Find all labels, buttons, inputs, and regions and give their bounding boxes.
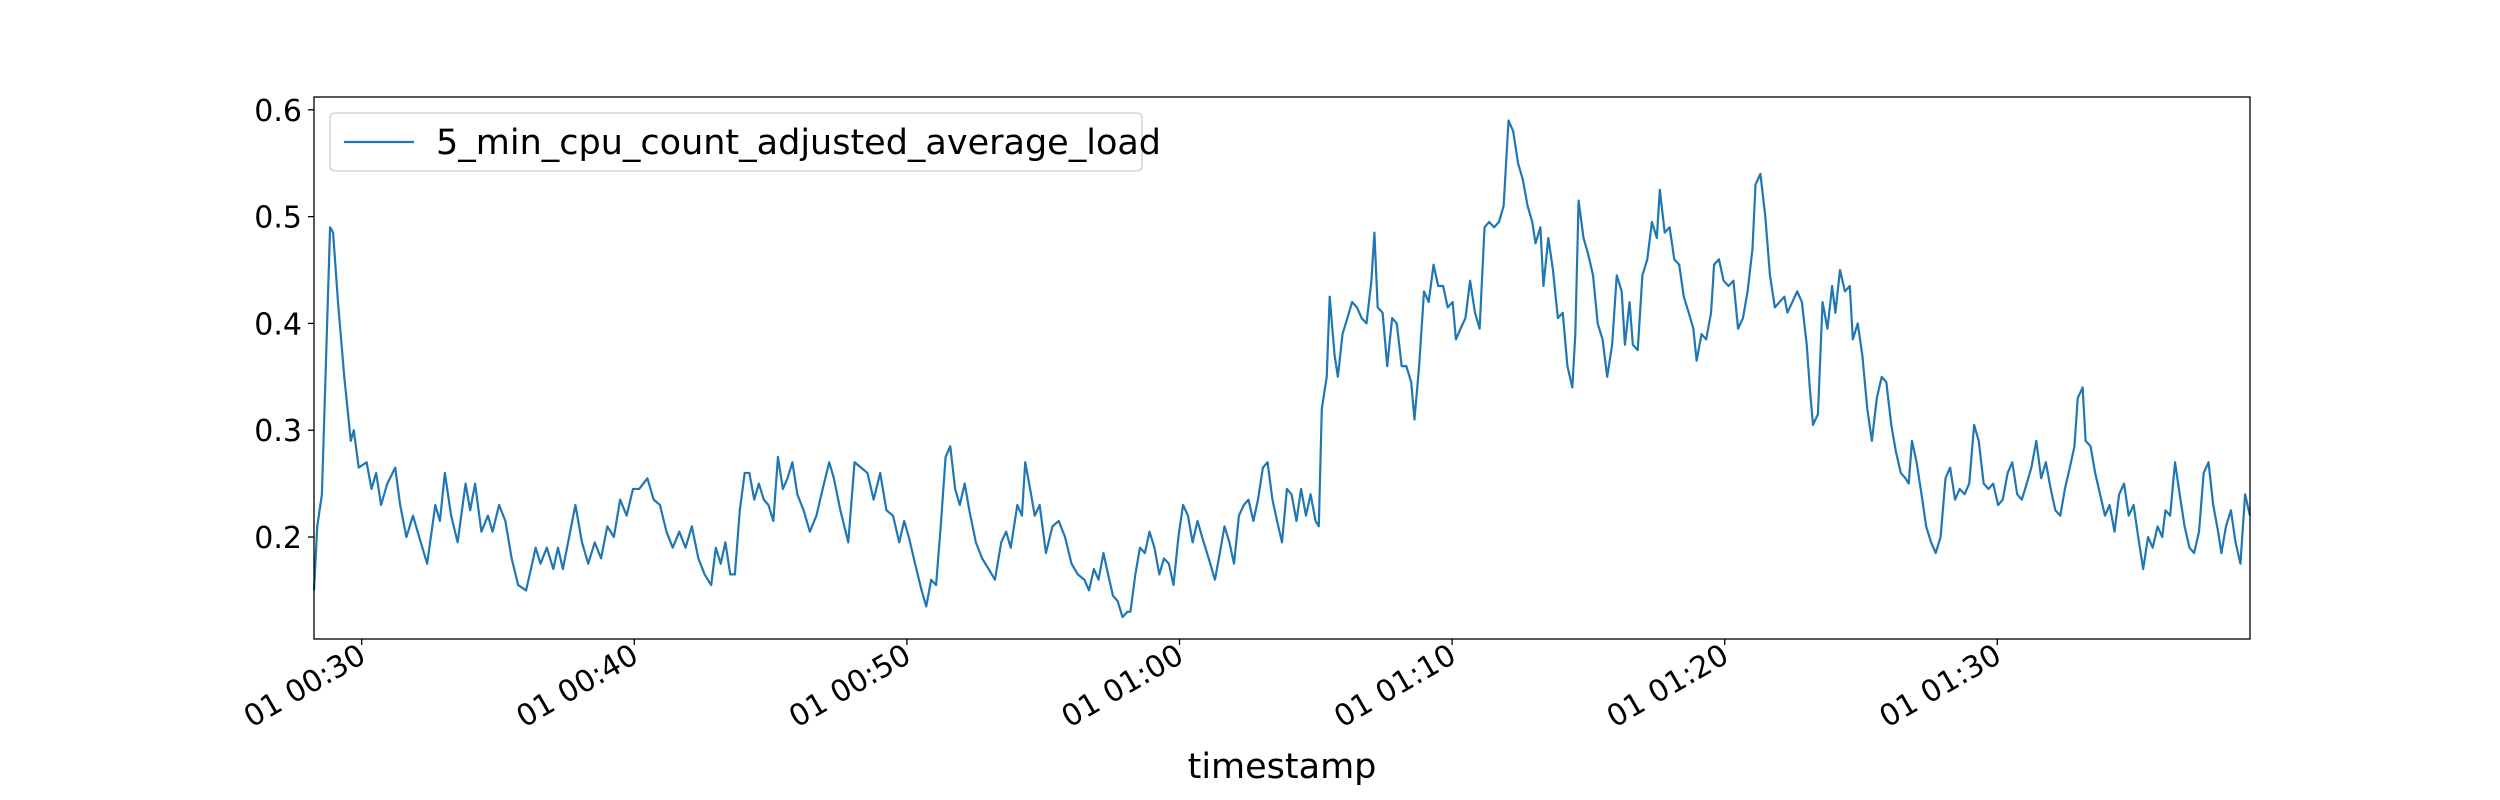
x-tick-label: 01 01:20 [1601,638,1735,735]
plot-frame [313,96,2251,640]
x-tick-label: 01 00:40 [511,638,645,735]
y-tick-label: 0.3 [254,414,302,449]
y-tick-label: 0.4 [254,307,302,342]
data-line [312,119,2252,619]
x-tick-label: 01 01:10 [1328,638,1462,735]
x-tick-label: 01 00:50 [783,638,917,735]
y-tick-label: 0.2 [254,521,302,556]
x-axis-label: timestamp [1188,747,1377,787]
legend-box [329,112,1143,172]
y-tick-label: 0.6 [254,94,302,129]
x-tick-label: 01 00:30 [238,638,372,735]
x-tick-label: 01 01:00 [1056,638,1190,735]
legend-label: 5_min_cpu_count_adjusted_average_load [436,123,1161,163]
y-tick-label: 0.5 [254,201,302,236]
x-tick-label: 01 01:30 [1874,638,2008,735]
